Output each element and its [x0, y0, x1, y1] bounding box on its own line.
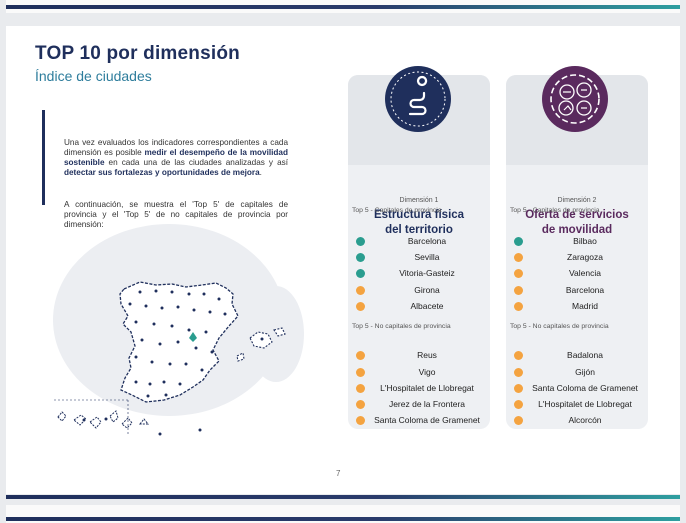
- dimension-1-capitals-item: Barcelona: [356, 236, 486, 248]
- city-name: Madrid: [572, 301, 598, 311]
- bottom-color-stripe: [6, 517, 680, 521]
- dimension-1-capitals-item: Girona: [356, 285, 486, 297]
- page-subtitle: Índice de ciudades: [35, 68, 152, 84]
- rank-dot: [514, 286, 523, 295]
- dimension-1-capitals-heading: Top 5 - Capitales de provincia: [352, 207, 442, 214]
- dimension-2-capitals-heading: Top 5 - Capitales de provincia: [510, 207, 600, 214]
- dimension-1-capitals-item: Sevilla: [356, 252, 486, 264]
- rank-dot: [356, 368, 365, 377]
- rank-dot: [514, 237, 523, 246]
- dimension-1-non_capitals-item: Jerez de la Frontera: [356, 399, 486, 411]
- rank-dot: [356, 237, 365, 246]
- city-name: Santa Coloma de Gramenet: [532, 383, 638, 393]
- dimension-2-card: Dimensión 2 Oferta de servicios de movili…: [506, 75, 648, 429]
- city-name: Reus: [417, 350, 437, 360]
- dimension-2-non_capitals-item: Gijón: [514, 367, 644, 379]
- rank-dot: [514, 400, 523, 409]
- dimension-2-non_capitals-item: L'Hospitalet de Llobregat: [514, 399, 644, 411]
- city-name: Zaragoza: [567, 252, 603, 262]
- city-name: L'Hospitalet de Llobregat: [538, 399, 632, 409]
- rank-dot: [356, 400, 365, 409]
- dimension-1-non_capitals-item: Santa Coloma de Gramenet: [356, 415, 486, 427]
- intro-paragraph-1: Una vez evaluados los indicadores corres…: [64, 138, 288, 177]
- rank-dot: [356, 269, 365, 278]
- top-color-stripe: [6, 5, 680, 9]
- city-name: Gijón: [575, 367, 595, 377]
- rank-dot: [356, 416, 365, 425]
- road-route-icon: [385, 66, 451, 132]
- rank-dot: [356, 351, 365, 360]
- dimension-2-name: Oferta de servicios de movilidad: [525, 209, 629, 236]
- dimension-2-non_capitals-item: Alcorcón: [514, 415, 644, 427]
- rank-dot: [514, 302, 523, 311]
- dimension-2-non_capitals-item: Santa Coloma de Gramenet: [514, 383, 644, 395]
- page-footer-stripe: [6, 495, 680, 499]
- rank-dot: [514, 269, 523, 278]
- rank-dot: [356, 384, 365, 393]
- city-name: Barcelona: [407, 236, 447, 246]
- rank-dot: [356, 286, 365, 295]
- intro-paragraph-2: A continuación, se muestra el 'Top 5' de…: [64, 200, 288, 229]
- city-name: Sevilla: [414, 252, 440, 262]
- rank-dot: [514, 368, 523, 377]
- dimension-1-capitals-item: Albacete: [356, 301, 486, 313]
- page-number: 7: [336, 469, 341, 478]
- city-name: Albacete: [410, 301, 444, 311]
- city-name: Badalona: [567, 350, 603, 360]
- city-name: Alcorcón: [568, 415, 602, 425]
- rank-dot: [356, 253, 365, 262]
- dimension-1-noncapitals-heading: Top 5 - No capitales de provincia: [352, 323, 451, 330]
- dimension-2-capitals-item: Madrid: [514, 301, 644, 313]
- dimension-1-name: Estructura física del territorio: [373, 209, 465, 236]
- city-name: Bilbao: [573, 236, 597, 246]
- dimension-2-capitals-item: Barcelona: [514, 285, 644, 297]
- rank-dot: [514, 351, 523, 360]
- city-name: Jerez de la Frontera: [388, 399, 466, 409]
- city-name: Santa Coloma de Gramenet: [374, 415, 480, 425]
- dimension-2-non_capitals-item: Badalona: [514, 350, 644, 362]
- city-name: Girona: [414, 285, 440, 295]
- dimension-2-label: Dimensión 2: [557, 197, 597, 204]
- dimension-1-non_capitals-item: L'Hospitalet de Llobregat: [356, 383, 486, 395]
- dimension-2-noncapitals-heading: Top 5 - No capitales de provincia: [510, 323, 609, 330]
- city-name: L'Hospitalet de Llobregat: [380, 383, 474, 393]
- dimension-1-card: Dimensión 1 Estructura física del territo…: [348, 75, 490, 429]
- page-title: TOP 10 por dimensión: [35, 43, 240, 64]
- mobility-services-icon: [542, 66, 608, 132]
- dimension-1-non_capitals-item: Vigo: [356, 367, 486, 379]
- dimension-2-capitals-item: Zaragoza: [514, 252, 644, 264]
- city-name: Vitoria-Gasteiz: [399, 268, 455, 278]
- intro-accent-bar: [42, 110, 45, 205]
- city-name: Barcelona: [565, 285, 605, 295]
- rank-dot: [514, 384, 523, 393]
- dimension-1-non_capitals-item: Reus: [356, 350, 486, 362]
- dimension-1-label: Dimensión 1: [399, 197, 439, 204]
- dimension-2-capitals-item: Valencia: [514, 268, 644, 280]
- dimension-1-capitals-item: Vitoria-Gasteiz: [356, 268, 486, 280]
- dimension-2-capitals-item: Bilbao: [514, 236, 644, 248]
- rank-dot: [514, 253, 523, 262]
- spain-map-illustration: [53, 224, 304, 436]
- city-name: Valencia: [569, 268, 601, 278]
- rank-dot: [514, 416, 523, 425]
- rank-dot: [356, 302, 365, 311]
- city-name: Vigo: [418, 367, 436, 377]
